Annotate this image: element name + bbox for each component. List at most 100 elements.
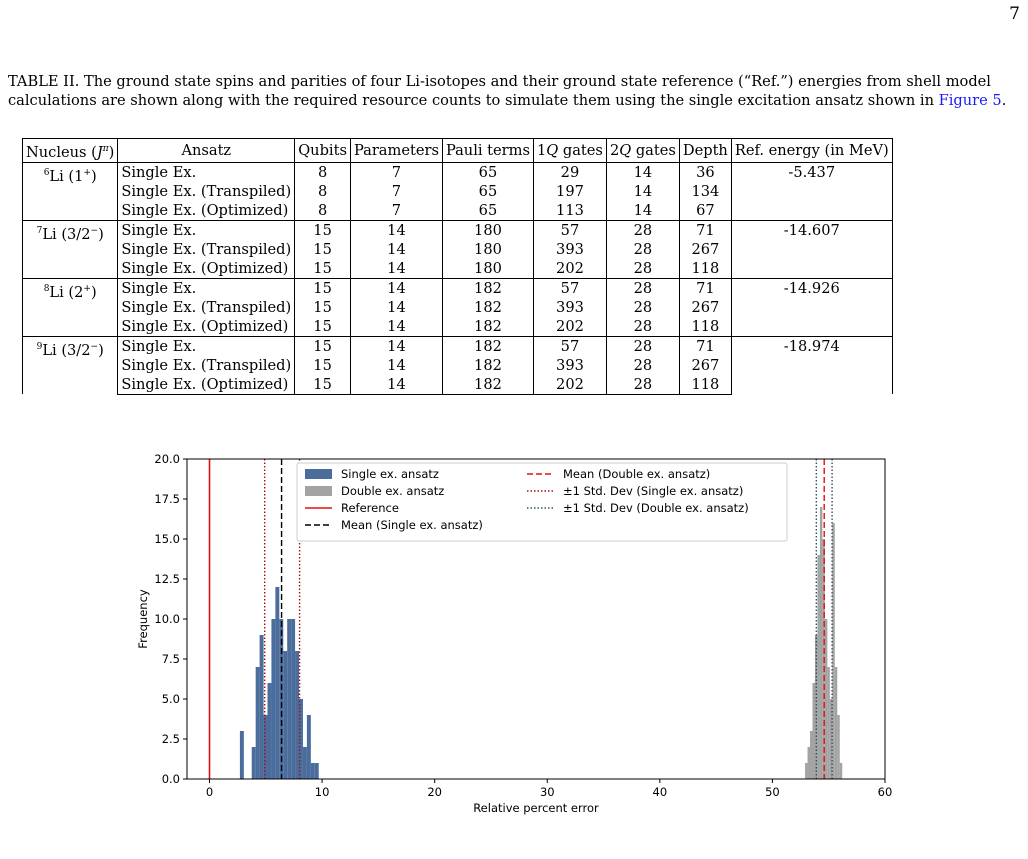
histogram-bar: [805, 763, 808, 779]
histogram-figure: 0 10 20 30 40 50 60 0.0 2.5 5.0 7.5 10.0 12.5 15.0 17.…: [136, 452, 892, 815]
value-cell: 15: [294, 258, 351, 279]
ref-energy-cell: -5.437: [730, 161, 893, 221]
table-body: 6Li (1+) Single Ex. 8 7 65 29 14 36 -5.437 Single…: [21, 161, 893, 395]
histogram-bar: [814, 635, 818, 779]
figure-link[interactable]: Figure 5: [938, 92, 1002, 109]
legend-label: Reference: [341, 501, 399, 515]
value-cell: 71: [678, 335, 732, 356]
value-cell: 15: [294, 335, 351, 356]
nucleus-label: Li (2: [49, 283, 84, 301]
y-tick-label: 12.5: [154, 572, 180, 586]
histogram-bar: [314, 763, 319, 779]
nucleus-label: Li (3/2: [42, 341, 91, 359]
ansatz-cell: Single Ex. (Transpiled): [117, 297, 296, 317]
ansatz-cell: Single Ex. (Transpiled): [117, 355, 296, 375]
value-cell: 7: [349, 181, 443, 201]
nucleus-close: ): [98, 341, 104, 359]
ref-energy-cell: -14.607: [730, 219, 893, 279]
value-cell: 15: [294, 355, 351, 375]
value-cell: 7: [349, 161, 443, 182]
value-cell: 14: [349, 219, 443, 240]
legend-label: Mean (Double ex. ansatz): [563, 467, 710, 481]
value-cell: 65: [441, 161, 534, 182]
y-tick-label: 10.0: [154, 612, 180, 626]
histogram-bar: [295, 651, 300, 779]
value-cell: 14: [349, 316, 443, 337]
x-tick-label: 20: [427, 785, 442, 799]
value-cell: 15: [294, 239, 351, 259]
ansatz-cell: Single Ex. (Optimized): [117, 200, 296, 221]
header-parameters: Parameters: [349, 138, 443, 163]
header-2q-gates: 2Q gates: [605, 138, 680, 163]
value-cell: 14: [349, 355, 443, 375]
mass-number: 9: [36, 341, 43, 352]
resource-table: Nucleus (Jπ) Ansatz Qubits Parameters Pa…: [21, 138, 893, 395]
value-cell: 28: [605, 239, 680, 259]
table-caption: TABLE II. The ground state spins and par…: [8, 72, 1020, 110]
histogram-bar: [239, 731, 244, 779]
histogram-bar: [812, 683, 815, 779]
value-cell: 393: [532, 355, 607, 375]
legend-label: Mean (Single ex. ansatz): [341, 518, 483, 532]
plot-area: 0 10 20 30 40 50 60 0.0 2.5 5.0 7.5 10.0 12.5 15.0 17.…: [136, 452, 892, 815]
value-cell: 182: [441, 355, 534, 375]
value-cell: 180: [441, 239, 534, 259]
value-cell: 118: [678, 374, 732, 395]
histogram-bar: [271, 619, 276, 779]
histogram-bar: [283, 651, 288, 779]
header-pauli-terms: Pauli terms: [441, 138, 534, 163]
histogram-bar: [291, 619, 296, 779]
value-cell: 15: [294, 374, 351, 395]
table-row: 8Li (2+) Single Ex. 15 14 182 57 28 71 -14.926: [21, 277, 893, 337]
value-cell: 57: [532, 219, 607, 240]
value-cell: 267: [678, 355, 732, 375]
value-cell: 182: [441, 335, 534, 356]
value-cell: 29: [532, 161, 607, 182]
caption-text: TABLE II. The ground state spins and par…: [8, 73, 991, 109]
histogram-bar: [810, 731, 813, 779]
histogram-bar: [259, 635, 264, 779]
value-cell: 182: [441, 374, 534, 395]
ansatz-cell: Single Ex. (Optimized): [117, 258, 296, 279]
value-cell: 182: [441, 316, 534, 337]
value-cell: 8: [294, 181, 351, 201]
value-cell: 28: [605, 297, 680, 317]
table-row: Single Ex. (Transpiled) 15 14 182 393 28 267: [23, 355, 893, 375]
value-cell: 67: [678, 200, 732, 221]
value-cell: 202: [532, 258, 607, 279]
x-tick-label: 10: [315, 785, 330, 799]
ansatz-cell: Single Ex.: [117, 335, 296, 356]
value-cell: 57: [532, 335, 607, 356]
legend-swatch: [305, 469, 332, 479]
ansatz-cell: Single Ex.: [117, 277, 296, 298]
value-cell: 15: [294, 219, 351, 240]
value-cell: 393: [532, 297, 607, 317]
y-tick-label: 2.5: [162, 732, 180, 746]
histogram-bar: [819, 507, 823, 779]
parity-sign: +: [83, 283, 91, 294]
value-cell: 14: [349, 277, 443, 298]
parity-sign: −: [90, 225, 99, 236]
header-ref-energy: Ref. energy (in MeV): [730, 138, 893, 163]
x-tick-label: 60: [878, 785, 893, 799]
value-cell: 113: [532, 200, 607, 221]
value-cell: 182: [441, 277, 534, 298]
ansatz-cell: Single Ex. (Transpiled): [117, 239, 296, 259]
ansatz-cell: Single Ex. (Optimized): [117, 374, 296, 395]
histogram-bar: [827, 667, 830, 779]
nucleus-cell: 6Li (1+): [21, 161, 119, 221]
value-cell: 14: [349, 297, 443, 317]
value-cell: 14: [605, 200, 680, 221]
value-cell: 197: [532, 181, 607, 201]
ref-energy-cell: -14.926: [730, 277, 893, 337]
histogram-bar: [817, 555, 820, 779]
ansatz-cell: Single Ex.: [117, 161, 296, 182]
nucleus-label: Li (1: [49, 167, 84, 185]
table-row: Single Ex. (Transpiled) 8 7 65 197 14 134: [23, 181, 893, 201]
value-cell: 202: [532, 316, 607, 337]
histogram-bar: [263, 715, 268, 779]
y-tick-label: 20.0: [154, 452, 180, 466]
table-row: 9Li (3/2−) Single Ex. 15 14 182 57 28 71 -18.974: [21, 335, 893, 395]
nucleus-cell: 8Li (2+): [21, 277, 119, 337]
x-tick-label: 50: [765, 785, 780, 799]
